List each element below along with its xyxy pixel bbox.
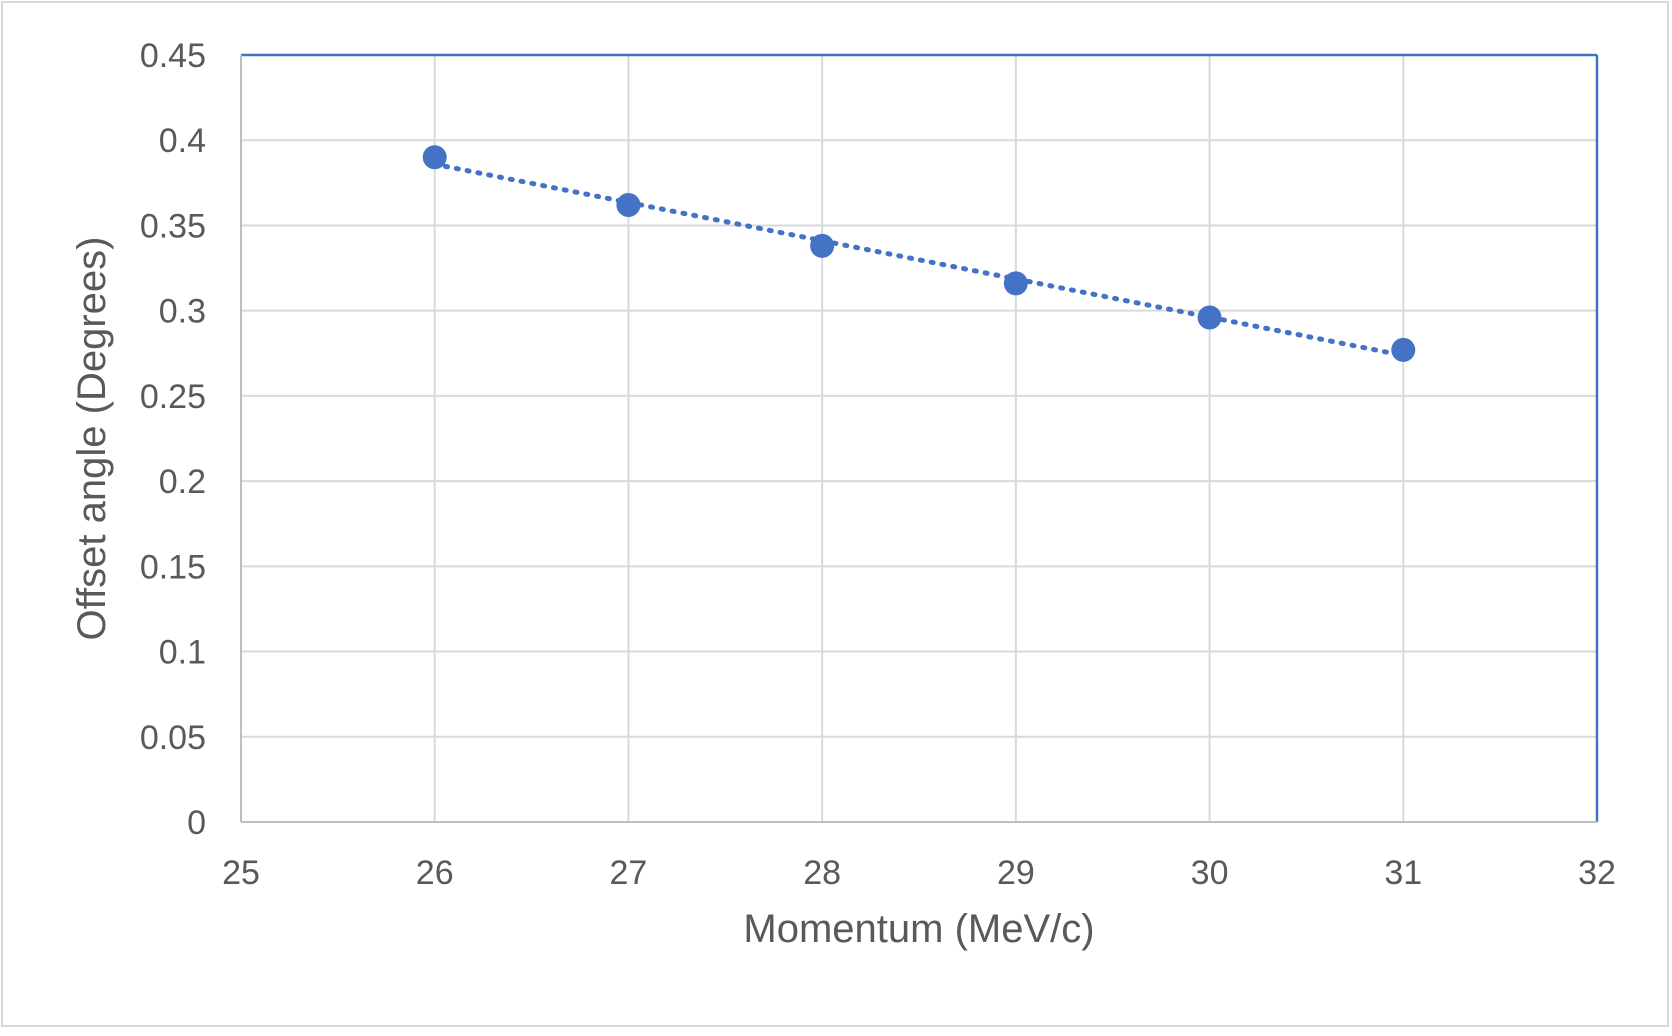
- plot-frame: [240, 53, 1599, 823]
- x-tick-label: 29: [997, 854, 1035, 892]
- x-tick-label: 25: [222, 854, 260, 892]
- x-tick-label: 30: [1191, 854, 1229, 892]
- data-point: [1391, 337, 1416, 362]
- data-point: [1003, 271, 1028, 296]
- y-axis-title: Offset angle (Degrees): [70, 237, 114, 641]
- x-axis-title: Momentum (MeV/c): [743, 907, 1094, 951]
- y-tick-label: 0.2: [159, 463, 206, 501]
- y-tick-label: 0.25: [140, 378, 206, 416]
- y-tick-label: 0.05: [140, 719, 206, 757]
- y-tick-label: 0.3: [159, 293, 206, 331]
- x-tick-label: 27: [610, 854, 648, 892]
- data-point: [1197, 305, 1222, 330]
- x-tick-label: 32: [1578, 854, 1616, 892]
- data-point-layer: [422, 145, 1416, 362]
- x-tick-label: 26: [416, 854, 454, 892]
- y-tick-label: 0.1: [159, 634, 206, 672]
- y-tick-label: 0.35: [140, 207, 206, 245]
- trendline-layer: [432, 161, 1406, 358]
- data-point: [422, 145, 447, 170]
- y-tick-label: 0.45: [140, 37, 206, 75]
- y-tick-label: 0: [187, 804, 206, 842]
- y-tick-label: 0.4: [159, 122, 206, 160]
- data-point: [810, 233, 835, 258]
- y-tick-label: 0.15: [140, 548, 206, 586]
- y-tick-labels: 0 0.05 0.1 0.15 0.2 0.25 0.3 0.35 0.4 0.45: [140, 37, 206, 842]
- trendline: [432, 161, 1406, 358]
- x-tick-labels: 25 26 27 28 29 30 31 32: [222, 854, 1616, 892]
- x-tick-label: 31: [1384, 854, 1422, 892]
- x-tick-label: 28: [803, 854, 841, 892]
- data-point: [616, 192, 641, 217]
